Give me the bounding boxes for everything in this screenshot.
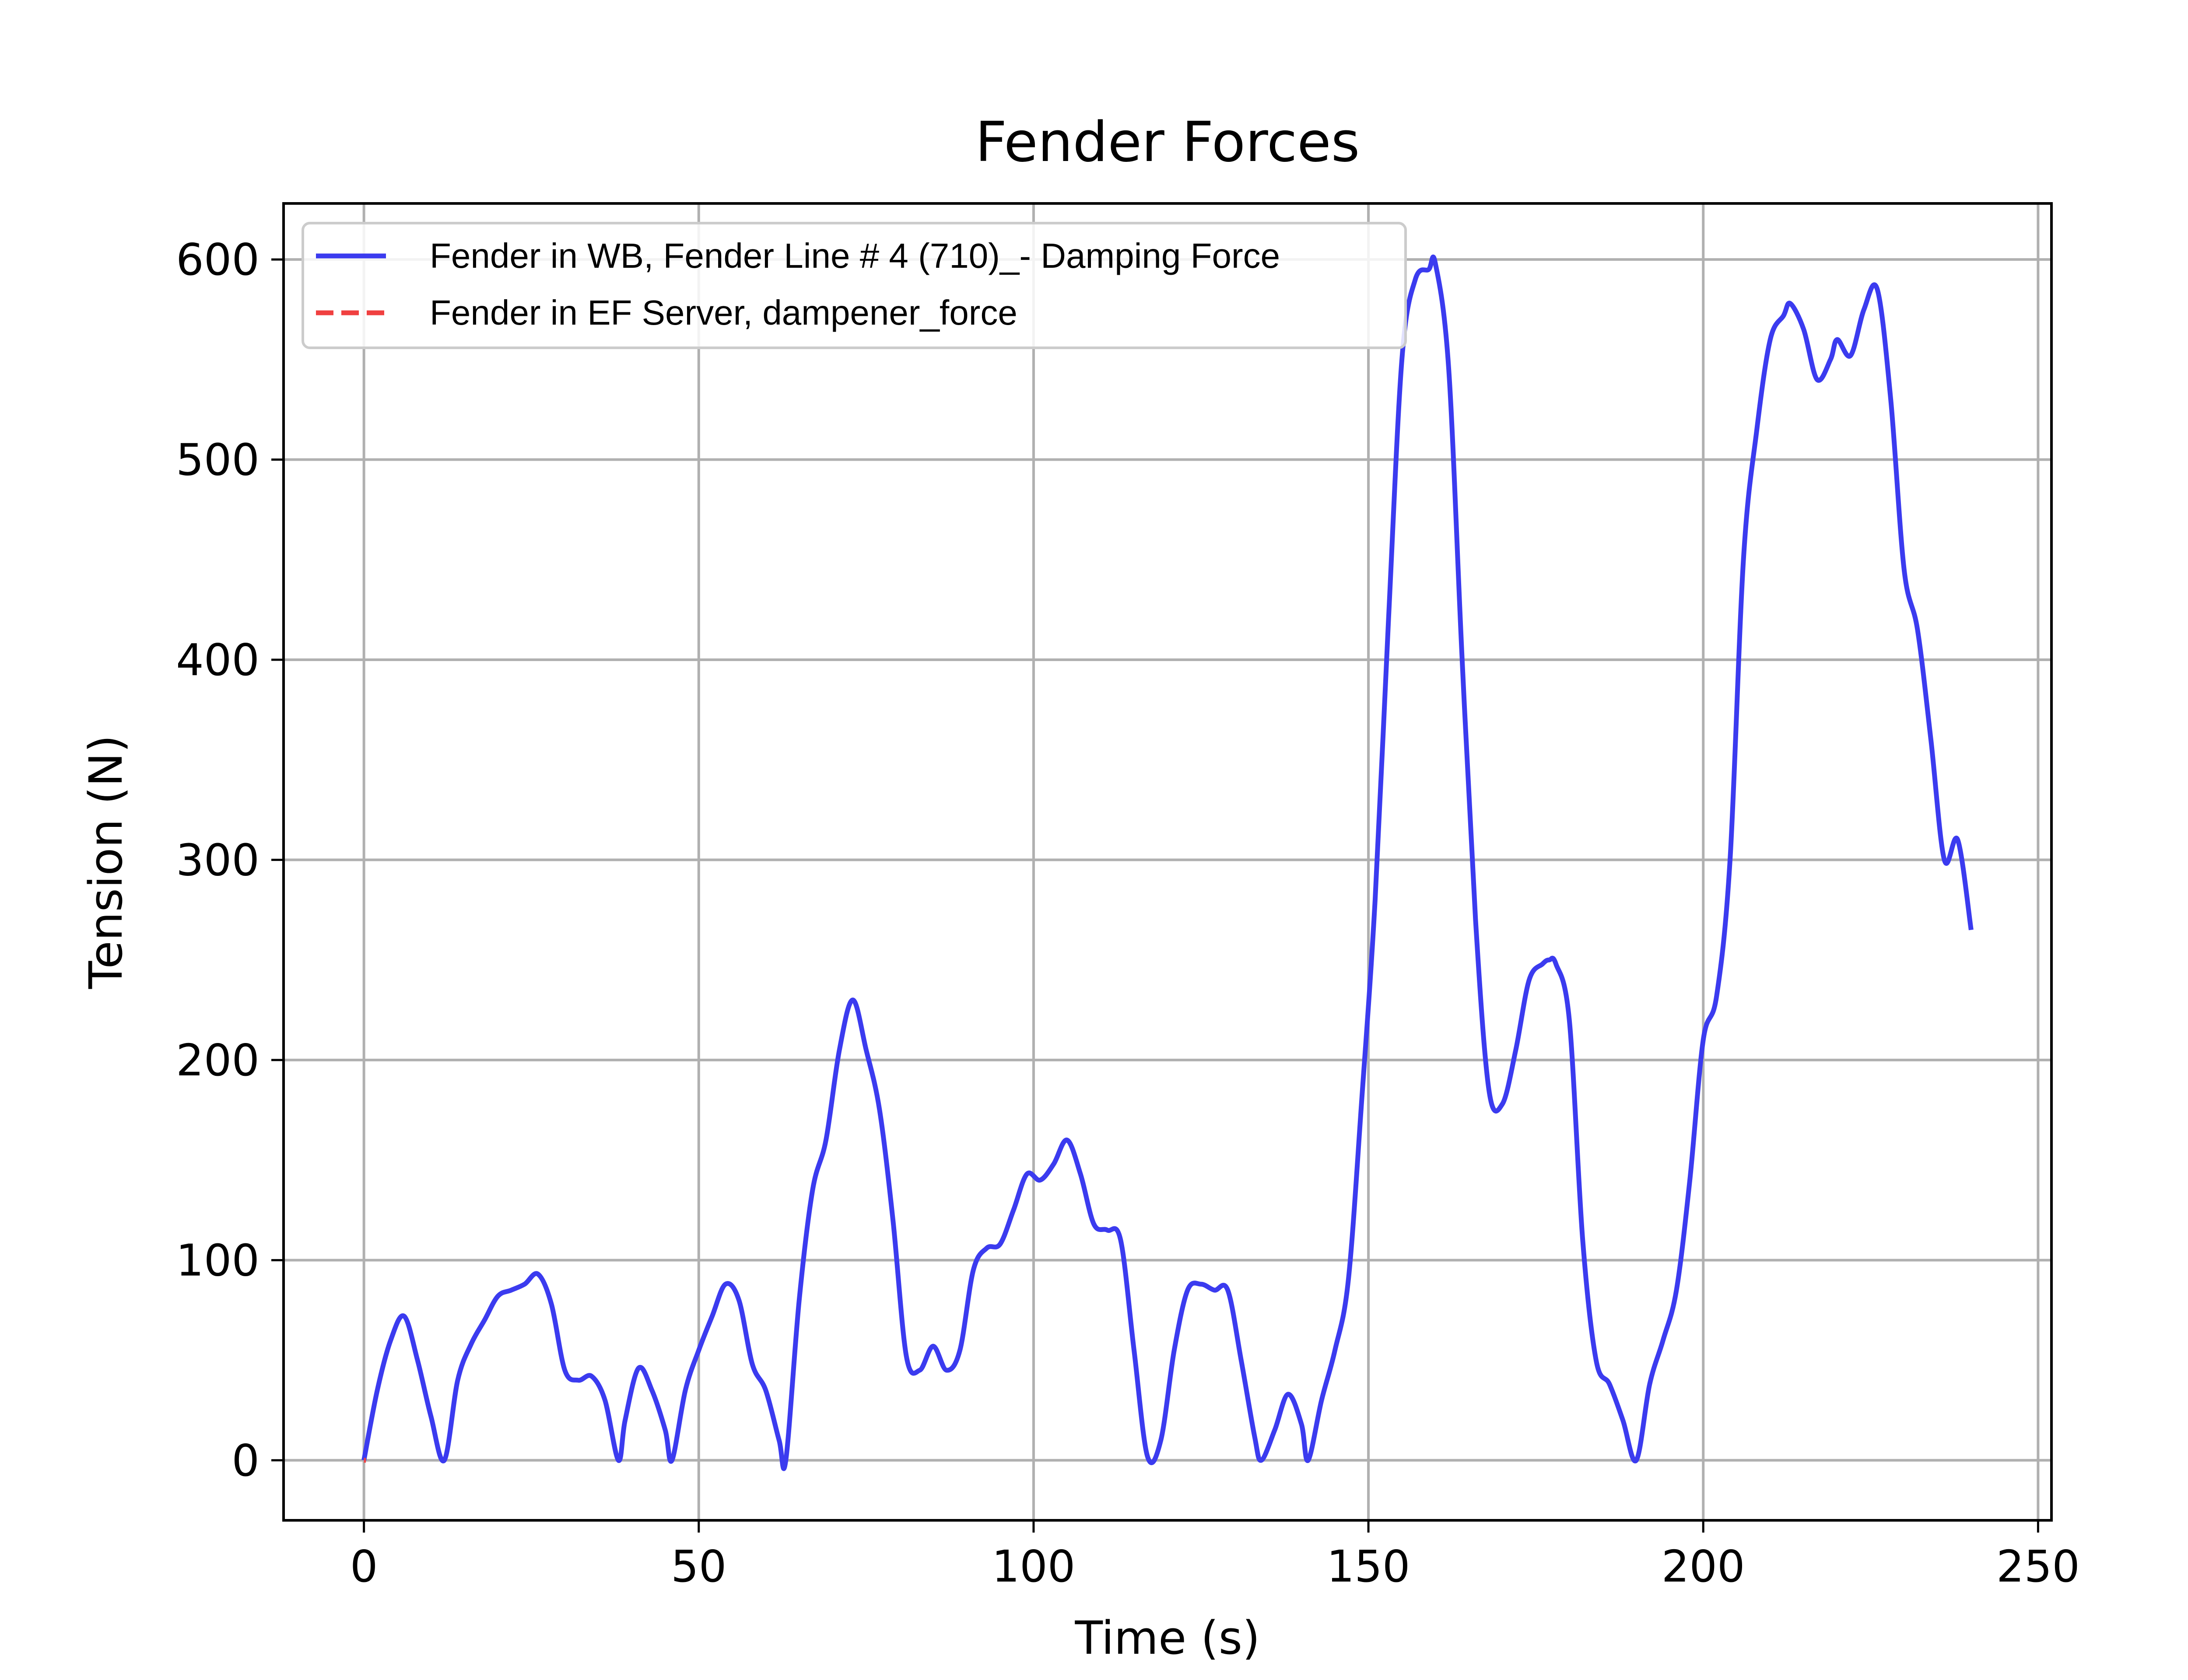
x-axis-label: Time (s) [1075, 1611, 1260, 1665]
x-tick-label: 0 [350, 1541, 378, 1592]
chart-title: Fender Forces [975, 110, 1360, 174]
series-lines [361, 254, 1974, 1471]
y-tick-label: 100 [176, 1235, 259, 1286]
x-tick-label: 100 [992, 1541, 1076, 1592]
y-tick-label: 600 [176, 234, 259, 285]
legend: Fender in WB, Fender Line # 4 (710)_- Da… [302, 222, 1407, 349]
series-line-1 [361, 254, 1974, 1471]
y-tick-label: 500 [176, 434, 259, 486]
axis-ticks: 0 50 100 150 200 250 0 100 200 300 400 500 600 [176, 234, 2080, 1592]
x-tick-label: 250 [1996, 1541, 2080, 1592]
x-tick-label: 50 [671, 1541, 726, 1592]
legend-label: Fender in EF Server, dampener_force [430, 293, 1017, 332]
y-tick-label: 0 [231, 1435, 259, 1486]
legend-label: Fender in WB, Fender Line # 4 (710)_- Da… [430, 236, 1280, 275]
legend-box [302, 222, 1407, 349]
y-tick-label: 400 [176, 634, 259, 686]
y-tick-label: 200 [176, 1035, 259, 1086]
x-tick-label: 150 [1327, 1541, 1410, 1592]
y-tick-label: 300 [176, 834, 259, 886]
y-axis-label: Tension (N) [79, 735, 133, 989]
plot-frame [282, 202, 2053, 1522]
x-tick-label: 200 [1662, 1541, 1745, 1592]
grid-lines [284, 203, 2051, 1520]
